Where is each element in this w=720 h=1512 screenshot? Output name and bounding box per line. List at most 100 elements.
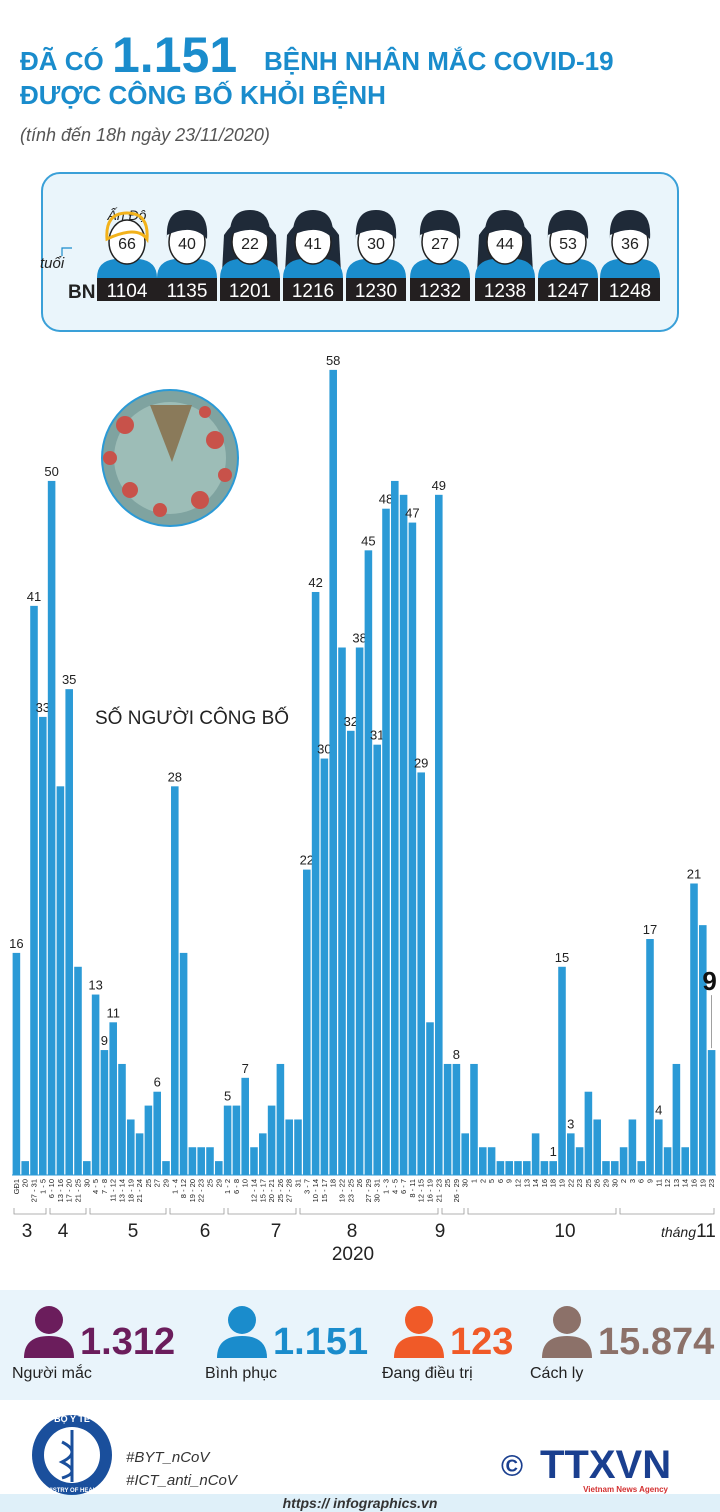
value-label: 45 <box>361 533 375 548</box>
value-label: 38 <box>352 631 366 646</box>
bar <box>74 966 82 1175</box>
bar <box>65 689 73 1175</box>
hair-top <box>419 210 461 239</box>
month-label: 4 <box>58 1221 69 1242</box>
x-tick-label: 6 - 7 <box>399 1179 408 1194</box>
value-label: 5 <box>224 1089 231 1104</box>
bar <box>399 494 408 1175</box>
bar <box>549 1161 557 1175</box>
x-tick-label: 30 <box>82 1179 91 1187</box>
bar <box>56 786 65 1175</box>
patient-age: 30 <box>367 236 385 253</box>
x-tick-label: 27 - 28 <box>285 1179 294 1202</box>
bn-box <box>538 278 598 301</box>
x-tick-label: 19 <box>558 1179 567 1187</box>
patient-bn: 1248 <box>609 281 651 302</box>
shirt <box>283 259 343 278</box>
month-prefix: tháng <box>661 1224 696 1240</box>
value-label: 13 <box>88 978 102 993</box>
bar <box>294 1119 302 1175</box>
bar <box>285 1119 293 1175</box>
bn-label: BN <box>68 282 95 303</box>
value-label: 15 <box>555 950 569 965</box>
bn-box <box>346 278 406 301</box>
x-tick-label: 12 <box>663 1179 672 1187</box>
bar <box>171 786 179 1175</box>
bar <box>347 730 355 1175</box>
patient-icon <box>410 210 470 278</box>
x-tick-label: 21 - 24 <box>135 1179 144 1202</box>
x-tick-label: 6 - 8 <box>232 1179 241 1194</box>
value-label: 16 <box>9 936 23 951</box>
title-line2: ĐƯỢC CÔNG BỐ KHỎI BỆNH <box>20 79 386 110</box>
x-tick-label: 25 <box>443 1179 452 1187</box>
x-tick-label: 12 <box>514 1179 523 1187</box>
value-label: 41 <box>27 589 41 604</box>
bar <box>39 716 47 1175</box>
bar <box>461 1133 469 1175</box>
bar <box>452 1063 461 1175</box>
x-tick-label: 10 - 14 <box>311 1179 320 1202</box>
bar <box>311 591 320 1175</box>
x-tick-label: 19 - 22 <box>338 1179 347 1202</box>
x-tick-label: 11 <box>654 1179 663 1187</box>
bn-box <box>475 278 535 301</box>
ministry-bottom: MINISTRY OF HEALTH <box>40 1488 104 1494</box>
x-tick-label: 1 - 3 <box>382 1179 391 1194</box>
patient-bn: 1135 <box>167 281 208 302</box>
x-tick-label: 9 <box>505 1179 514 1183</box>
value-label: 7 <box>242 1061 249 1076</box>
x-tick-label: 30 <box>610 1179 619 1187</box>
stat-value: 123 <box>450 1321 513 1363</box>
x-tick-label: 22 <box>566 1179 575 1187</box>
x-tick-label: 23 <box>575 1179 584 1187</box>
patient-icon <box>283 210 343 278</box>
patient-icon <box>475 210 535 278</box>
shirt <box>97 259 157 278</box>
hair-top <box>166 210 208 239</box>
x-tick-label: 21 - 23 <box>434 1179 443 1202</box>
bar <box>162 1161 170 1175</box>
hashtag-2: #ICT_anti_nCoV <box>126 1472 239 1489</box>
subtitle: (tính đến 18h ngày 23/11/2020) <box>20 125 270 145</box>
x-tick-label: 14 <box>531 1179 540 1187</box>
stat-value: 1.151 <box>273 1321 368 1363</box>
patient-bn: 1230 <box>355 281 397 302</box>
x-tick-label: 8 - 11 <box>408 1179 417 1198</box>
x-tick-label: 1 - 2 <box>223 1179 232 1194</box>
person-head <box>553 1306 581 1334</box>
bar <box>672 1063 681 1175</box>
patient-bn: 1247 <box>547 281 589 302</box>
x-tick-label: 23 - 25 <box>346 1179 355 1202</box>
x-tick-label: 26 <box>355 1179 364 1187</box>
x-tick-label: 13 - 14 <box>118 1179 127 1202</box>
shirt <box>157 259 217 278</box>
bar <box>30 605 38 1175</box>
month-bracket <box>49 1208 87 1215</box>
value-label: 11 <box>106 1005 120 1020</box>
chart-annotation: SỐ NGƯỜI CÔNG BỐ <box>95 707 289 729</box>
bar <box>426 1022 434 1175</box>
bar <box>531 1133 540 1175</box>
value-label: 9 <box>702 966 716 996</box>
bar <box>188 1147 197 1175</box>
x-tick-label: 20 <box>21 1179 30 1187</box>
patient-icon <box>220 210 280 278</box>
value-label: 22 <box>300 853 314 868</box>
x-tick-label: 3 <box>628 1179 637 1183</box>
stat-value: 15.874 <box>598 1321 714 1363</box>
stat-value: 1.312 <box>80 1321 175 1363</box>
bar <box>373 744 381 1175</box>
hair-top <box>292 210 334 239</box>
bar <box>523 1161 531 1175</box>
hair-top <box>547 210 589 239</box>
bar <box>144 1105 153 1175</box>
x-tick-label: 6 <box>637 1179 646 1183</box>
x-tick-label: 17 - 20 <box>65 1179 74 1202</box>
x-tick-label: 14 <box>681 1179 690 1187</box>
age-label: tuổi <box>40 255 65 272</box>
x-tick-label: 16 <box>690 1179 699 1187</box>
x-tick-label: 22 - 23 <box>197 1179 206 1202</box>
